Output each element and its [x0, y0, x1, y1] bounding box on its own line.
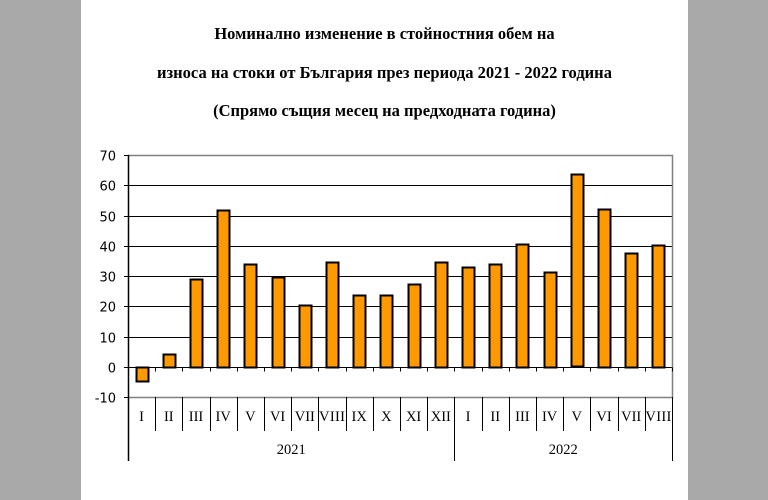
- bar-15: [515, 243, 530, 369]
- y-tick-label: 30: [99, 271, 116, 286]
- x-category-label: II: [164, 409, 174, 425]
- bar-19: [624, 252, 639, 369]
- chart-title-line-3: (Спрямо същия месец на предходната годин…: [213, 101, 556, 120]
- bar-6: [271, 276, 286, 369]
- x-category-label: VIII: [319, 409, 345, 425]
- x-category-label: III: [515, 409, 530, 425]
- y-tick-label: 70: [99, 150, 116, 165]
- x-category-label: VII: [295, 409, 315, 425]
- x-category-label: IV: [542, 409, 558, 425]
- x-category-label: XI: [406, 409, 421, 425]
- bar-20: [651, 244, 666, 369]
- y-tick-label: 40: [99, 241, 116, 256]
- bar-18: [597, 208, 612, 369]
- x-category-label: V: [572, 409, 583, 425]
- bar-13: [461, 266, 476, 369]
- bar-7: [298, 304, 313, 369]
- y-tick-label: 50: [99, 211, 116, 226]
- x-category-label: X: [381, 409, 392, 425]
- x-category-label: V: [245, 409, 256, 425]
- bar-12: [434, 261, 449, 369]
- bar-11: [407, 283, 422, 369]
- bar-9: [352, 294, 367, 369]
- x-category-label: IV: [216, 409, 232, 425]
- x-group-label: 2021: [277, 442, 306, 458]
- bar-10: [379, 294, 394, 369]
- x-category-label: III: [189, 409, 204, 425]
- y-tick-label: 10: [99, 332, 116, 347]
- y-tick-label: -10: [95, 392, 116, 407]
- x-group-label: 2022: [549, 442, 578, 458]
- x-category-label: VIII: [645, 409, 671, 425]
- x-category-label: XII: [431, 409, 451, 425]
- bar-1: [135, 366, 150, 383]
- chart-title-line-1: Номинално изменение в стойностния обем н…: [214, 24, 555, 43]
- y-tick-label: 0: [108, 362, 116, 377]
- chart-title-line-2: износа на стоки от България през периода…: [157, 63, 612, 82]
- bar-16: [543, 271, 558, 369]
- bar-4: [216, 209, 231, 369]
- bar-17: [570, 173, 585, 368]
- bar-5: [243, 263, 258, 369]
- x-category-label: VI: [270, 409, 285, 425]
- x-category-label: IX: [352, 409, 368, 425]
- x-category-label: I: [466, 409, 471, 425]
- bar-3: [189, 278, 204, 369]
- bar-8: [325, 261, 340, 369]
- bar-14: [488, 263, 503, 369]
- x-category-label: II: [490, 409, 500, 425]
- y-tick-label: 60: [99, 180, 116, 195]
- x-category-label: VII: [621, 409, 641, 425]
- x-category-label: I: [139, 409, 144, 425]
- y-tick-label: 20: [99, 301, 116, 316]
- x-category-label: VI: [596, 409, 611, 425]
- bar-2: [162, 353, 177, 369]
